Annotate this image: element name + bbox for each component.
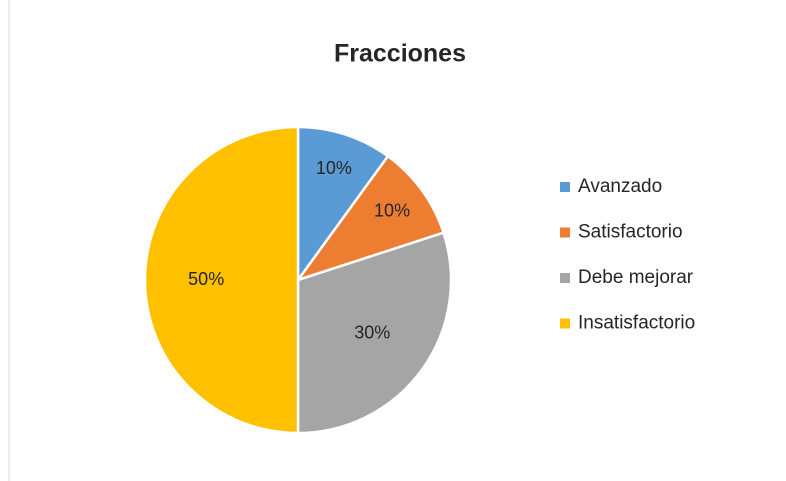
pie-slice — [294, 154, 446, 283]
pie-slice — [296, 231, 453, 435]
legend-swatch — [560, 273, 570, 283]
legend-swatch — [560, 182, 570, 192]
legend-label: Satisfactorio — [578, 222, 683, 243]
chart-title: Fracciones — [334, 40, 466, 68]
legend-label: Debe mejorar — [578, 267, 694, 288]
pie-slice — [143, 125, 300, 435]
legend-swatch — [560, 227, 570, 238]
legend-swatch — [560, 318, 570, 329]
legend-label: Insatisfactorio — [578, 313, 695, 334]
legend-label: Avanzado — [578, 176, 662, 197]
pie-slice — [296, 125, 390, 284]
data-label: 10% — [316, 158, 352, 178]
data-label: 10% — [374, 200, 410, 220]
data-label: 30% — [354, 323, 390, 343]
data-label: 50% — [188, 269, 224, 289]
